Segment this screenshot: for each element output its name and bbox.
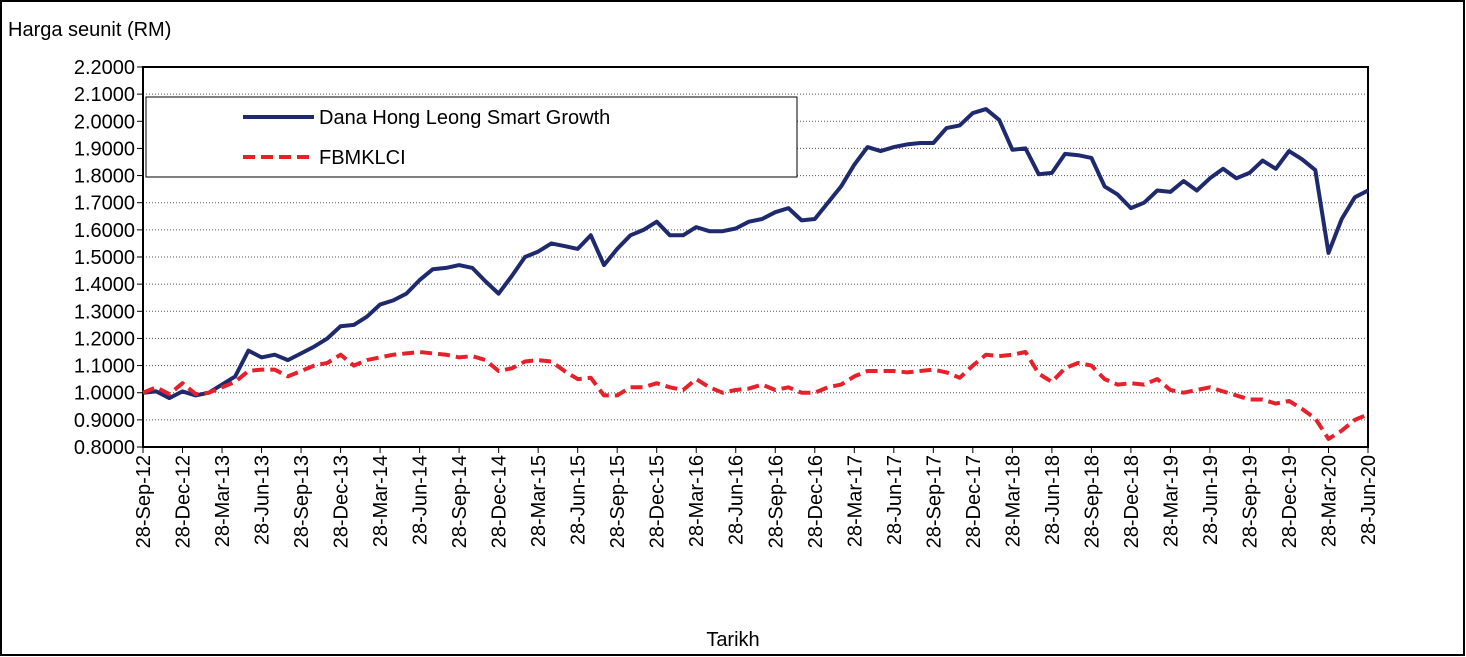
y-tick-label: 1.5000 [74,247,135,269]
x-tick-label: 28-Mar-18 [1002,455,1024,547]
x-tick-label: 28-Dec-16 [805,455,827,548]
x-tick-label: 28-Sep-17 [923,455,945,548]
x-tick-label: 28-Jun-19 [1200,455,1222,545]
x-tick-label: 28-Mar-13 [212,455,234,547]
x-tick-label: 28-Dec-19 [1279,455,1301,548]
x-tick-label: 28-Sep-15 [607,455,629,548]
x-tick-label: 28-Mar-14 [370,455,392,547]
x-tick-label: 28-Mar-19 [1160,455,1182,547]
x-tick-label: 28-Jun-15 [568,455,590,545]
plot-frame [142,66,1369,448]
y-tick-label: 2.2000 [74,57,135,79]
y-tick-label: 1.3000 [74,301,135,323]
x-tick-label: 28-Sep-12 [133,455,155,548]
x-tick-label: 28-Sep-18 [1081,455,1103,548]
y-tick-label: 2.1000 [74,84,135,106]
x-tick-label: 28-Jun-20 [1358,455,1380,545]
y-tick-label: 1.2000 [74,328,135,350]
x-tick-label: 28-Dec-15 [647,455,669,548]
x-tick-label: 28-Dec-18 [1121,455,1143,548]
x-tick-label: 28-Jun-16 [726,455,748,545]
series-line [142,350,1369,441]
y-tick-label: 0.8000 [74,437,135,459]
y-tick-label: 1.0000 [74,383,135,405]
y-tick-label: 1.4000 [74,274,135,296]
x-tick-label: 28-Mar-17 [844,455,866,547]
legend-box [145,96,798,178]
y-tick-label: 2.0000 [74,111,135,133]
series-line [142,107,1369,401]
y-tick-label: 1.6000 [74,220,135,242]
y-tick-label: 1.1000 [74,356,135,378]
x-tick-label: 28-Dec-13 [331,455,353,548]
legend-label: FBMKLCI [319,147,406,169]
y-tick-label: 0.9000 [74,410,135,432]
x-tick-label: 28-Sep-16 [765,455,787,548]
x-tick-label: 28-Jun-17 [884,455,906,545]
y-tick-label: 1.8000 [74,166,135,188]
x-tick-label: 28-Mar-16 [686,455,708,547]
y-tick-label: 1.7000 [74,193,135,215]
legend-label: Dana Hong Leong Smart Growth [319,107,610,129]
x-tick-label: 28-Jun-14 [410,455,432,545]
x-tick-label: 28-Mar-15 [528,455,550,547]
x-tick-label: 28-Dec-12 [173,455,195,548]
y-axis-label: Harga seunit (RM) [8,19,171,41]
x-tick-label: 28-Sep-19 [1239,455,1261,548]
x-tick-label: 28-Sep-13 [291,455,313,548]
x-tick-label: 28-Jun-18 [1042,455,1064,545]
x-tick-label: 28-Sep-14 [449,455,471,548]
x-tick-label: 28-Dec-17 [963,455,985,548]
y-tick-label: 1.9000 [74,138,135,160]
x-tick-label: 28-Dec-14 [489,455,511,548]
x-axis-label: Tarikh [706,629,759,651]
x-tick-label: 28-Jun-13 [252,455,274,545]
x-tick-label: 28-Mar-20 [1318,455,1340,547]
